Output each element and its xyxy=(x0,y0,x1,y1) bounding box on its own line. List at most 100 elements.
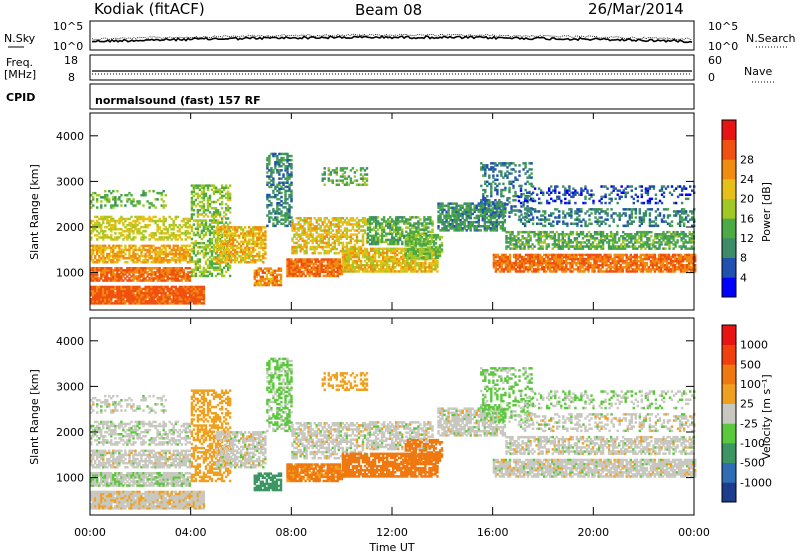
power-cell xyxy=(188,298,192,301)
power-cell xyxy=(271,275,275,279)
power-cell xyxy=(190,274,194,278)
power-cell xyxy=(158,300,161,303)
power-cell xyxy=(274,195,277,199)
power-cell xyxy=(290,268,293,272)
power-cell xyxy=(210,231,214,235)
power-cell xyxy=(128,236,131,239)
power-cell xyxy=(166,289,169,293)
power-cell xyxy=(206,209,210,212)
power-cell xyxy=(102,291,105,295)
power-cell xyxy=(128,271,131,274)
power-cell xyxy=(170,293,173,297)
power-cell xyxy=(124,302,127,305)
power-cell xyxy=(100,285,103,289)
power-cell xyxy=(172,291,175,295)
power-cell xyxy=(134,252,137,256)
power-cell xyxy=(96,279,99,282)
power-cell xyxy=(160,194,163,197)
power-cell xyxy=(106,291,109,295)
power-cell xyxy=(152,287,155,291)
power-cell xyxy=(318,268,321,272)
power-cell xyxy=(124,295,127,299)
power-cell xyxy=(276,171,279,174)
power-cell xyxy=(184,295,187,299)
power-cell xyxy=(194,254,198,257)
power-cell xyxy=(236,256,239,260)
power-cell xyxy=(264,234,267,237)
power-cell xyxy=(368,242,372,246)
power-cell xyxy=(182,302,185,305)
power-cell xyxy=(290,199,293,203)
power-cell xyxy=(336,260,339,263)
power-cell xyxy=(335,167,338,170)
power-cell xyxy=(160,298,163,301)
power-cell xyxy=(459,212,462,216)
power-cell xyxy=(244,252,247,256)
power-cell xyxy=(132,250,135,254)
power-cell xyxy=(140,300,143,303)
power-cell xyxy=(231,242,235,246)
power-cell xyxy=(308,258,311,261)
power-cell xyxy=(194,295,198,299)
power-cell xyxy=(138,248,141,252)
power-cell xyxy=(332,262,335,265)
power-cell xyxy=(166,261,169,264)
power-cell xyxy=(158,298,161,301)
power-cell xyxy=(184,223,187,227)
power-cell xyxy=(282,181,285,184)
power-cell xyxy=(164,271,167,274)
power-cell xyxy=(176,248,179,252)
power-cell xyxy=(176,291,179,295)
power-cell xyxy=(110,259,113,262)
power-cell xyxy=(226,262,230,265)
power-cell xyxy=(223,232,227,235)
power-cell xyxy=(204,248,208,251)
power-cell xyxy=(170,300,173,303)
power-cell xyxy=(118,285,121,289)
power-cell xyxy=(282,222,285,225)
power-cell xyxy=(459,218,462,222)
power-cell xyxy=(94,287,97,291)
power-cell xyxy=(244,238,247,241)
power-cell xyxy=(294,270,297,274)
power-cell xyxy=(152,277,155,280)
power-cell xyxy=(254,226,257,229)
power-cell xyxy=(210,272,214,276)
power-cell xyxy=(290,274,293,278)
power-cell xyxy=(162,204,165,207)
power-cell xyxy=(248,234,251,237)
power-cell xyxy=(196,231,200,235)
power-cell xyxy=(330,258,333,261)
power-cell xyxy=(227,240,231,243)
power-cell xyxy=(262,232,265,235)
power-cell xyxy=(138,279,141,282)
power-cell xyxy=(332,266,335,269)
power-cell xyxy=(284,224,287,228)
power-cell xyxy=(284,158,287,162)
power-cell xyxy=(307,233,310,236)
power-cell xyxy=(116,204,119,207)
power-cell xyxy=(186,300,189,303)
power-cell xyxy=(292,274,295,278)
power-cell xyxy=(269,267,273,270)
power-cell xyxy=(284,193,287,197)
power-cell xyxy=(296,268,299,272)
power-cell xyxy=(120,287,123,291)
power-cell xyxy=(108,228,111,231)
power-cell xyxy=(334,264,337,267)
power-cell xyxy=(92,293,95,297)
power-cell xyxy=(180,252,183,256)
power-cell xyxy=(258,236,261,239)
power-cell xyxy=(92,219,95,223)
power-cell xyxy=(118,275,121,278)
power-cell xyxy=(142,217,145,221)
power-cell xyxy=(138,298,141,301)
power-cell xyxy=(114,277,117,280)
power-cell xyxy=(355,169,359,172)
power-cell xyxy=(198,246,202,249)
power-cell xyxy=(194,287,198,291)
power-cell xyxy=(190,256,194,259)
power-cell xyxy=(262,240,265,243)
power-cell xyxy=(194,227,198,230)
power-cell xyxy=(202,295,206,299)
